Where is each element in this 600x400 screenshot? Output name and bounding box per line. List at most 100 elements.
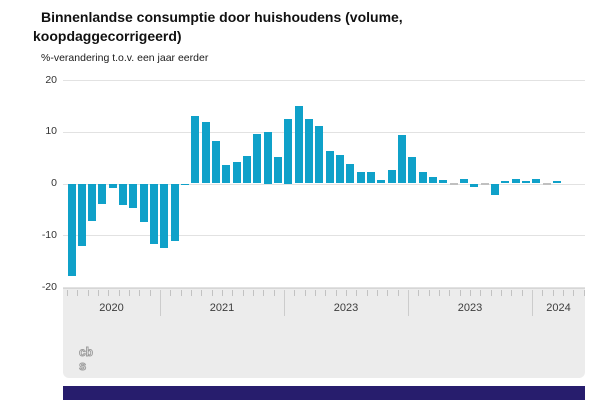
bar-2022-08[interactable] xyxy=(356,171,365,184)
month-tick xyxy=(573,290,575,296)
bar-2023-10[interactable] xyxy=(501,180,510,184)
month-tick xyxy=(252,290,254,296)
bar-2021-08[interactable] xyxy=(232,162,241,184)
bar-2021-03[interactable] xyxy=(181,183,190,186)
month-tick xyxy=(387,290,389,296)
bar-2022-06[interactable] xyxy=(336,155,345,184)
month-tick xyxy=(500,290,502,296)
month-tick xyxy=(98,290,99,296)
bar-2020-11[interactable] xyxy=(139,183,148,223)
month-tick xyxy=(438,290,440,296)
bar-2021-02[interactable] xyxy=(170,183,179,241)
page-title: Binnenlandse consumptie door huishoudens… xyxy=(41,9,403,25)
month-tick xyxy=(345,290,347,296)
month-tick xyxy=(490,290,492,296)
bar-2023-03[interactable] xyxy=(429,177,438,184)
month-tick xyxy=(314,290,316,296)
chart-subtitle: %-verandering t.o.v. een jaar eerder xyxy=(41,52,209,64)
gridline xyxy=(63,80,585,81)
y-axis-tick-label: -20 xyxy=(41,280,57,293)
bar-2020-04[interactable] xyxy=(67,183,76,277)
month-tick xyxy=(469,290,471,296)
month-tick xyxy=(521,290,523,296)
bar-2022-11[interactable] xyxy=(387,170,396,184)
x-axis-year-label: 2020 xyxy=(99,302,124,314)
month-tick xyxy=(211,290,213,296)
bar-2020-10[interactable] xyxy=(129,183,138,209)
gridline xyxy=(63,131,585,133)
month-tick xyxy=(129,290,130,296)
bar-2021-07[interactable] xyxy=(222,165,231,184)
bar-2023-08[interactable] xyxy=(480,182,489,185)
bar-2020-06[interactable] xyxy=(88,183,97,222)
month-tick xyxy=(552,290,554,296)
x-axis-year-label: 2024 xyxy=(546,302,571,314)
x-axis-year-label: 2023 xyxy=(333,302,359,314)
bar-2023-05[interactable] xyxy=(449,182,458,185)
gridline xyxy=(63,183,585,185)
month-tick xyxy=(304,290,306,296)
bar-2023-01[interactable] xyxy=(408,157,417,184)
x-axis-year-label: 2023 xyxy=(457,302,483,314)
month-tick xyxy=(273,290,275,296)
bar-2023-07[interactable] xyxy=(470,183,479,188)
bar-2020-09[interactable] xyxy=(119,183,128,205)
bar-2023-04[interactable] xyxy=(439,180,448,184)
bar-2023-12[interactable] xyxy=(522,181,531,184)
bar-2021-05[interactable] xyxy=(201,121,210,184)
x-axis-year-label: 2021 xyxy=(209,302,235,314)
bar-2021-12[interactable] xyxy=(274,156,283,184)
month-tick xyxy=(325,290,327,296)
bar-2021-09[interactable] xyxy=(243,155,252,184)
bar-2022-03[interactable] xyxy=(305,119,314,184)
bar-2022-04[interactable] xyxy=(315,125,324,184)
month-tick xyxy=(149,290,151,296)
month-tick xyxy=(366,290,368,296)
bar-2022-05[interactable] xyxy=(325,151,334,184)
bar-2022-09[interactable] xyxy=(367,171,376,184)
month-tick xyxy=(583,290,585,296)
y-axis-tick-label: 10 xyxy=(45,125,57,138)
bar-2021-04[interactable] xyxy=(191,116,200,184)
bar-2023-11[interactable] xyxy=(511,179,520,184)
gridline xyxy=(63,287,585,288)
bar-2020-05[interactable] xyxy=(77,183,86,247)
bar-2021-01[interactable] xyxy=(160,183,169,249)
month-tick xyxy=(139,290,141,296)
month-tick xyxy=(118,290,120,296)
month-tick xyxy=(190,290,192,296)
bar-2024-03[interactable] xyxy=(553,180,562,184)
month-tick xyxy=(335,290,337,296)
bar-2022-02[interactable] xyxy=(294,106,303,184)
bar-2022-12[interactable] xyxy=(398,135,407,184)
bar-2024-02[interactable] xyxy=(542,182,551,185)
month-tick xyxy=(232,290,234,296)
bar-2023-06[interactable] xyxy=(460,179,469,184)
bar-2024-01[interactable] xyxy=(532,178,541,184)
month-tick xyxy=(170,290,172,296)
month-tick xyxy=(418,290,420,296)
bar-2022-10[interactable] xyxy=(377,179,386,184)
bar-2021-06[interactable] xyxy=(212,141,221,184)
month-tick xyxy=(376,290,378,296)
bar-2023-02[interactable] xyxy=(418,171,427,184)
bar-2023-09[interactable] xyxy=(491,183,500,196)
svg-text:cb: cb xyxy=(79,345,93,359)
month-tick xyxy=(67,290,68,296)
month-tick xyxy=(449,290,451,296)
month-tick xyxy=(542,290,544,296)
bar-2020-12[interactable] xyxy=(150,183,159,245)
month-tick xyxy=(242,290,244,296)
month-tick xyxy=(263,290,265,296)
month-tick xyxy=(459,290,461,296)
month-tick xyxy=(180,290,182,296)
bar-2021-10[interactable] xyxy=(253,133,262,184)
bar-2022-07[interactable] xyxy=(346,164,355,184)
bar-2020-08[interactable] xyxy=(108,183,117,188)
gridline xyxy=(63,235,585,237)
month-tick xyxy=(77,290,79,296)
bar-2021-11[interactable] xyxy=(263,131,272,184)
bar-2022-01[interactable] xyxy=(284,118,293,184)
bar-2020-07[interactable] xyxy=(98,183,107,204)
